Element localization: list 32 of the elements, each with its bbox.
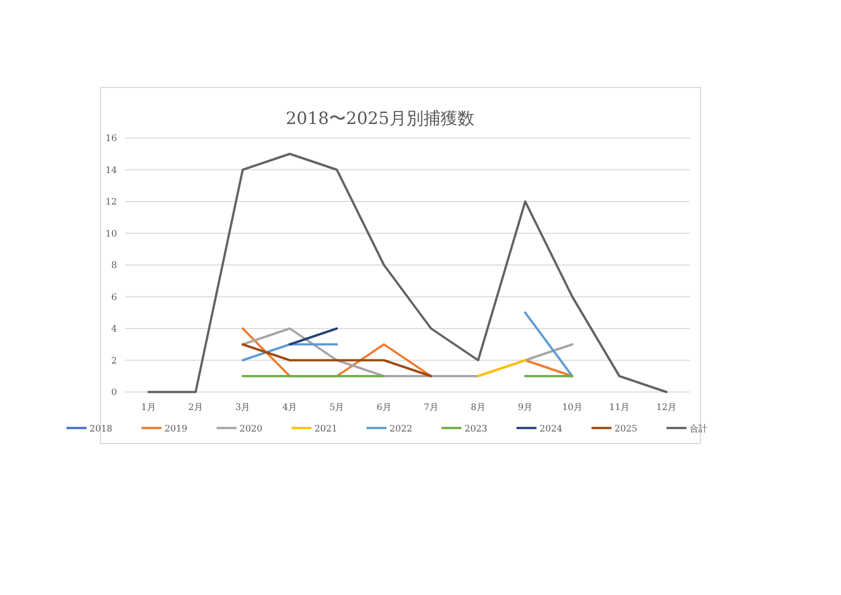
y-tick-label: 6 [111,292,118,303]
x-tick-label: 4月 [282,403,298,413]
x-tick-label: 10月 [562,403,583,413]
legend-label: 合計 [690,424,708,434]
x-tick-label: 11月 [609,403,630,413]
x-tick-label: 2月 [188,403,203,413]
x-tick-label: 5月 [330,403,344,413]
legend-label: 2018 [90,424,113,434]
y-tick-label: 2 [111,356,117,366]
legend-label: 2022 [390,424,412,434]
line-series [147,152,668,394]
x-tick-label: 9月 [518,403,533,413]
x-tick-label: 12月 [656,403,677,413]
y-tick-label: 16 [106,134,118,144]
legend-label: 2024 [540,424,563,434]
y-tick-label: 8 [111,261,118,271]
y-tick-label: 12 [106,198,117,208]
x-tick-label: 6月 [376,403,392,413]
y-tick-label: 0 [111,388,118,398]
x-tick-label: 1月 [141,403,156,413]
legend-label: 2020 [240,424,263,434]
legend-label: 2021 [314,424,338,434]
legend-label: 2019 [164,424,188,434]
legend-label: 2023 [464,424,488,434]
x-tick-label: 7月 [424,403,438,413]
x-tick-label: 3月 [235,403,250,413]
y-tick-label: 14 [106,166,118,176]
y-tick-label: 10 [106,229,118,240]
x-tick-label: 8月 [470,403,486,413]
y-tick-label: 4 [111,324,118,334]
legend-label: 2025 [614,424,638,434]
chart-title: 2018〜2025月別捕獲数 [286,109,474,129]
